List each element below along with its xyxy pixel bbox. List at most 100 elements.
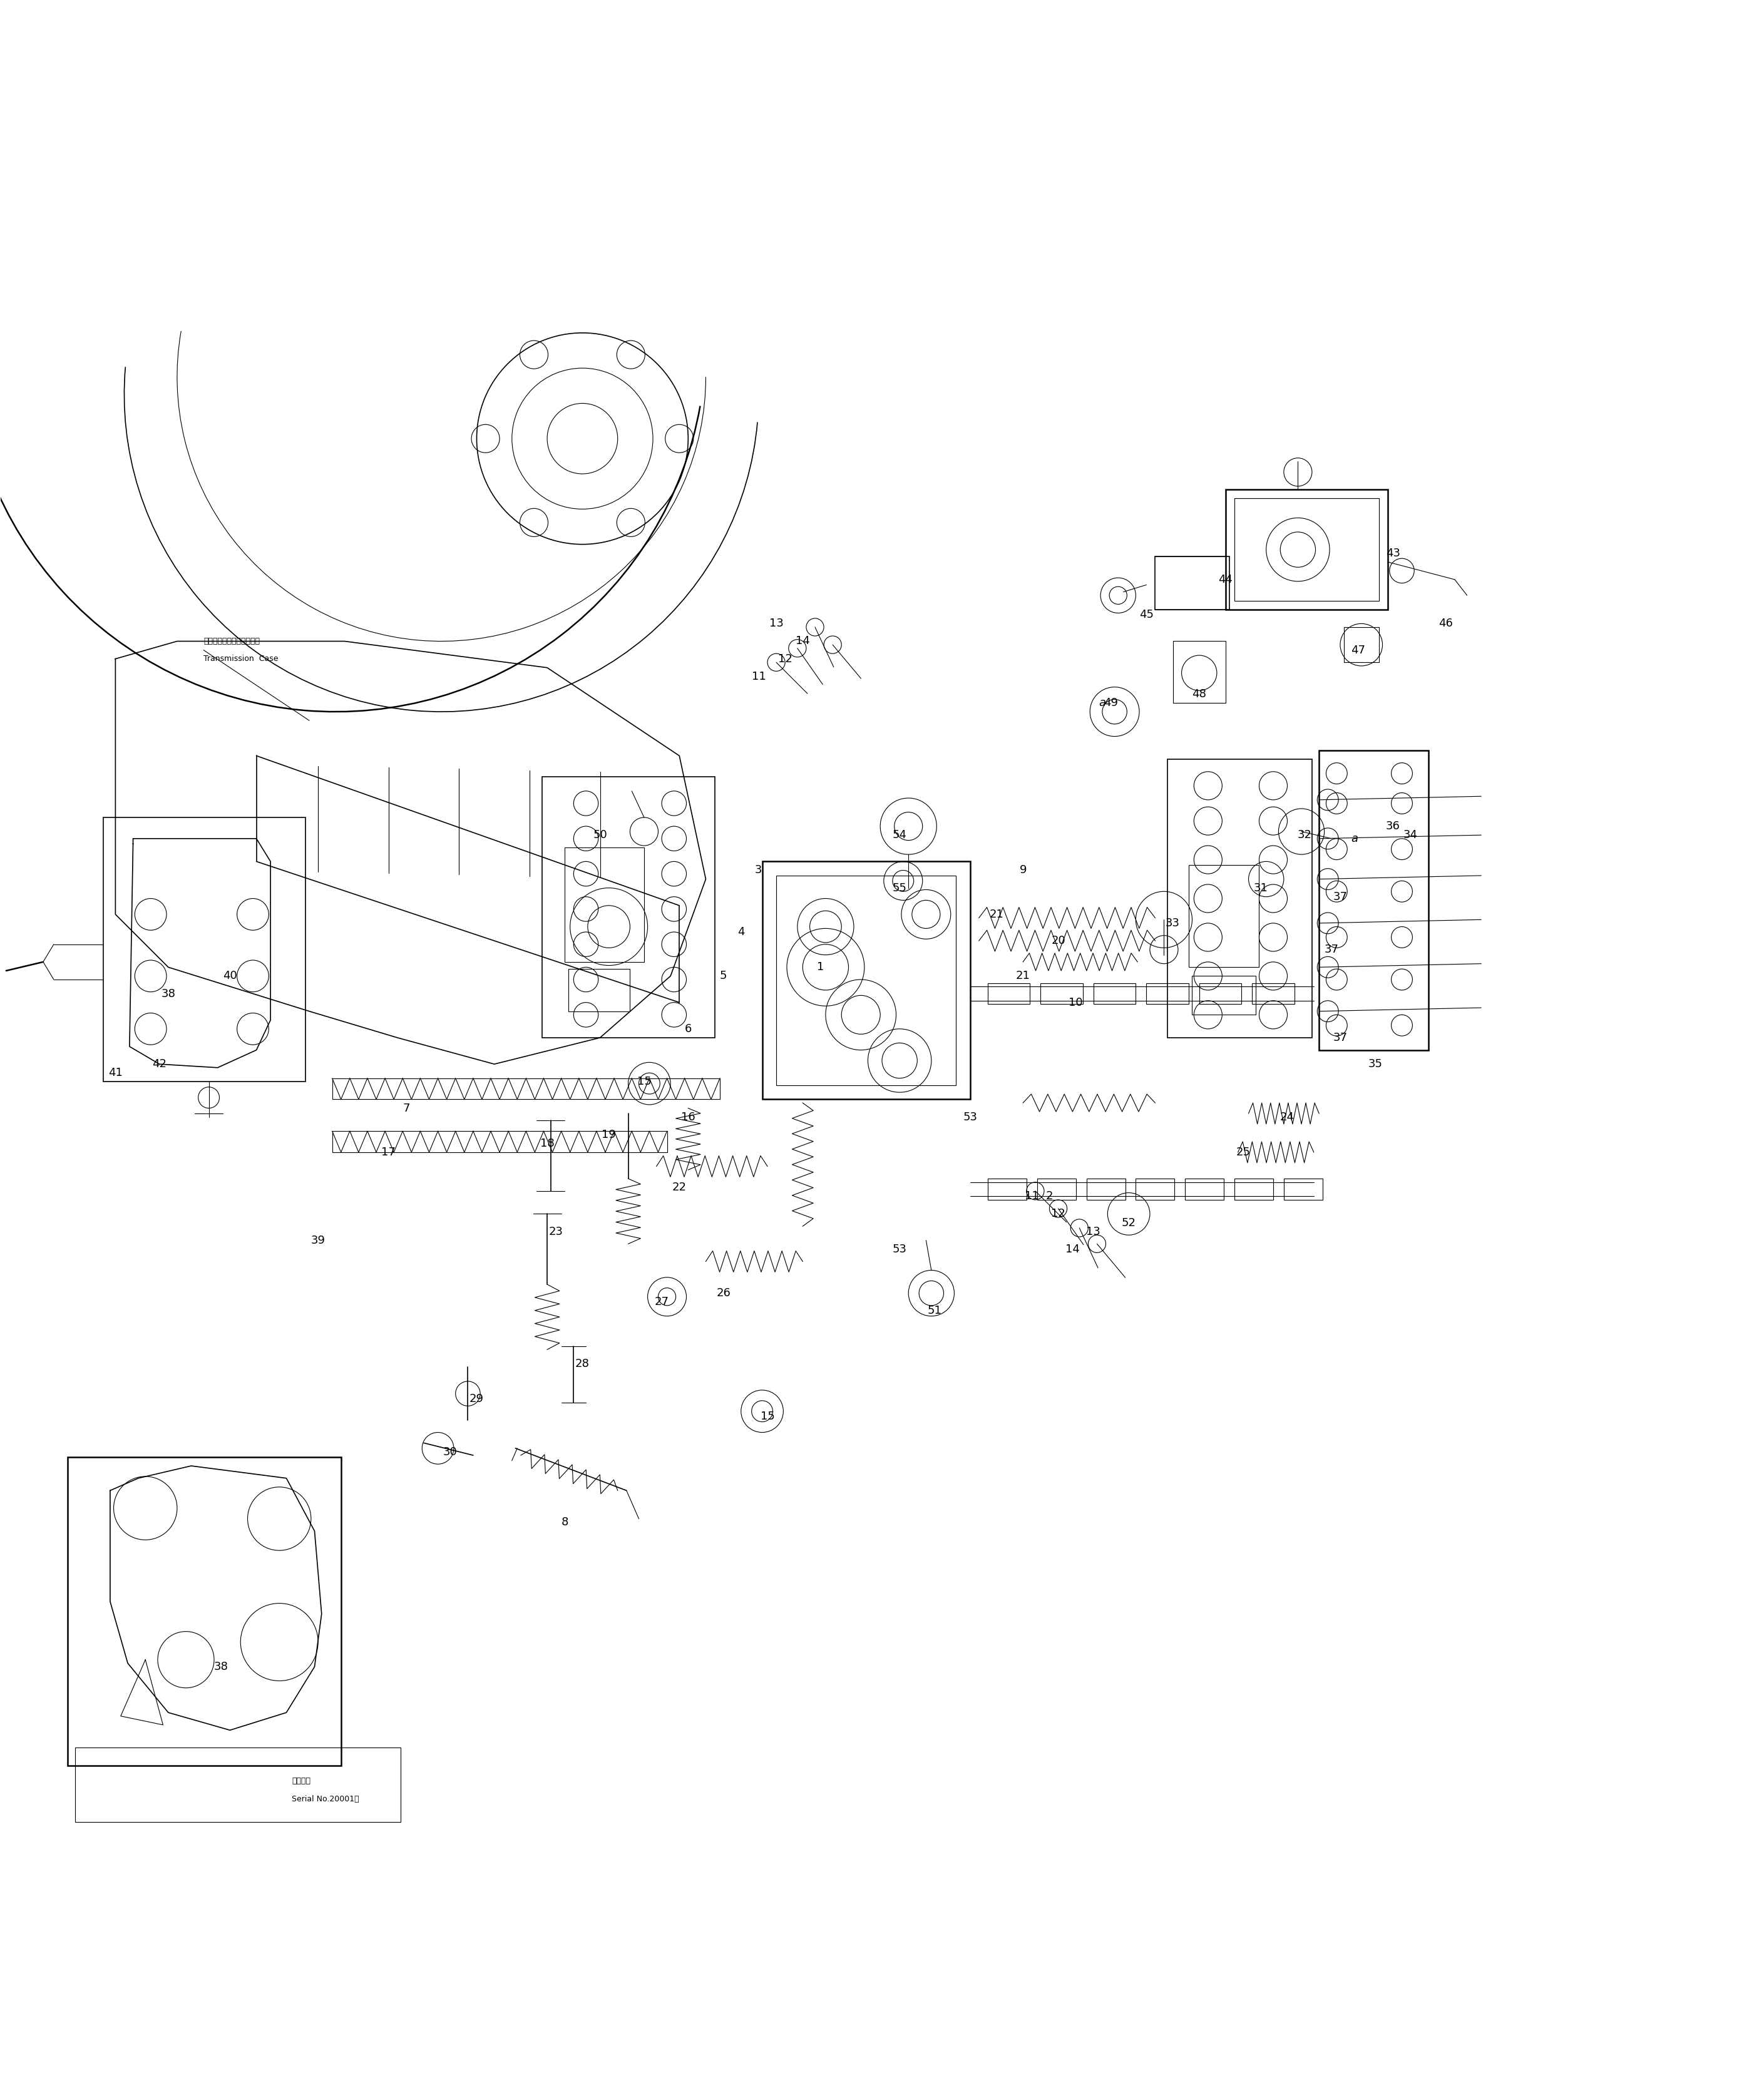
Text: 42: 42 (152, 1059, 166, 1070)
Text: 41: 41 (108, 1067, 122, 1078)
Text: 38: 38 (161, 988, 175, 998)
Text: 13: 13 (1087, 1226, 1101, 1237)
Text: Transmission  Case: Transmission Case (203, 655, 279, 663)
Text: Serial No.20001～: Serial No.20001～ (291, 1796, 360, 1802)
Bar (776, 875, 956, 1086)
Text: 1: 1 (817, 961, 824, 973)
Text: 12: 12 (1051, 1208, 1065, 1220)
Bar (1041, 984, 1083, 1005)
Text: 45: 45 (1140, 609, 1154, 620)
Text: 24: 24 (1281, 1111, 1295, 1122)
Text: 37: 37 (1334, 1032, 1348, 1042)
Text: 14: 14 (796, 636, 810, 647)
Text: 33: 33 (1166, 917, 1180, 929)
Text: 44: 44 (1219, 573, 1233, 586)
Text: 43: 43 (1387, 548, 1401, 559)
Bar (1037, 1178, 1076, 1199)
Text: 11: 11 (751, 672, 766, 682)
Text: 23: 23 (549, 1226, 563, 1237)
Bar (1136, 1178, 1175, 1199)
Bar (67, 1457, 340, 1764)
Text: 48: 48 (1192, 689, 1207, 699)
Text: a: a (1351, 833, 1358, 843)
Text: 53: 53 (893, 1243, 907, 1256)
Text: 3: 3 (755, 864, 762, 877)
Bar (102, 818, 305, 1082)
Text: 39: 39 (310, 1235, 325, 1245)
Text: 22: 22 (672, 1183, 686, 1193)
Bar (988, 1178, 1027, 1199)
Text: 適用号機: 適用号機 (291, 1777, 310, 1785)
Text: 37: 37 (1325, 944, 1339, 954)
Text: 35: 35 (1369, 1059, 1383, 1070)
Text: 9: 9 (1020, 864, 1027, 877)
Text: 46: 46 (1439, 617, 1454, 630)
Text: 15: 15 (637, 1076, 651, 1088)
Text: 53: 53 (963, 1111, 977, 1122)
Text: 10: 10 (1069, 996, 1083, 1009)
Text: 14: 14 (1065, 1243, 1080, 1256)
Text: 51: 51 (928, 1306, 942, 1316)
Text: 50: 50 (593, 829, 607, 841)
Bar (1168, 760, 1312, 1038)
Text: 20: 20 (1051, 936, 1065, 946)
Bar (1284, 1178, 1323, 1199)
Text: 54: 54 (893, 829, 907, 841)
Bar (74, 1748, 400, 1821)
Bar (988, 984, 1030, 1005)
Text: 11: 11 (1025, 1191, 1039, 1201)
Bar (1155, 557, 1230, 609)
Text: 31: 31 (1254, 883, 1268, 894)
Text: 36: 36 (1387, 820, 1401, 831)
Text: 49: 49 (1104, 697, 1118, 710)
Text: a: a (1099, 697, 1106, 710)
Text: 8: 8 (561, 1517, 568, 1528)
Bar (542, 777, 714, 1038)
Text: 29: 29 (469, 1394, 483, 1404)
Text: 27: 27 (654, 1296, 669, 1308)
Text: 7: 7 (402, 1103, 409, 1113)
Bar (1344, 628, 1379, 661)
Bar (1226, 490, 1388, 609)
Text: 52: 52 (1122, 1216, 1136, 1229)
Text: 21: 21 (990, 908, 1004, 921)
Bar (762, 862, 970, 1099)
Text: 37: 37 (1334, 892, 1348, 902)
Text: 26: 26 (716, 1287, 730, 1300)
Text: 30: 30 (443, 1446, 457, 1457)
Text: 38: 38 (213, 1662, 228, 1672)
Text: 40: 40 (222, 971, 236, 982)
Bar (1235, 1178, 1274, 1199)
Text: 21: 21 (1016, 971, 1030, 982)
Text: 17: 17 (381, 1147, 395, 1157)
Bar (1319, 751, 1429, 1051)
Bar (1235, 498, 1379, 601)
Text: 6: 6 (684, 1023, 691, 1034)
Bar (1252, 984, 1295, 1005)
Bar (1185, 1178, 1224, 1199)
Bar (564, 848, 644, 963)
Text: 25: 25 (1237, 1147, 1251, 1157)
Text: 18: 18 (540, 1139, 554, 1149)
Text: 4: 4 (737, 927, 744, 938)
Text: 32: 32 (1298, 829, 1312, 841)
Bar (1087, 1178, 1125, 1199)
Bar (1200, 984, 1242, 1005)
Bar (1147, 984, 1189, 1005)
Text: 2: 2 (1046, 1191, 1053, 1201)
Text: 28: 28 (575, 1358, 589, 1369)
Text: 55: 55 (893, 883, 907, 894)
Text: 5: 5 (720, 971, 727, 982)
Bar (1189, 864, 1259, 967)
Text: 19: 19 (602, 1128, 616, 1141)
Text: 12: 12 (778, 653, 792, 663)
Text: 16: 16 (681, 1111, 695, 1122)
Bar (1094, 984, 1136, 1005)
Text: 34: 34 (1404, 829, 1418, 841)
Text: 47: 47 (1351, 645, 1365, 655)
Bar (1192, 975, 1256, 1015)
Text: 15: 15 (760, 1411, 774, 1421)
Text: 13: 13 (769, 617, 783, 630)
Text: トランスミッションケース: トランスミッションケース (203, 636, 259, 645)
Bar (1173, 640, 1226, 703)
